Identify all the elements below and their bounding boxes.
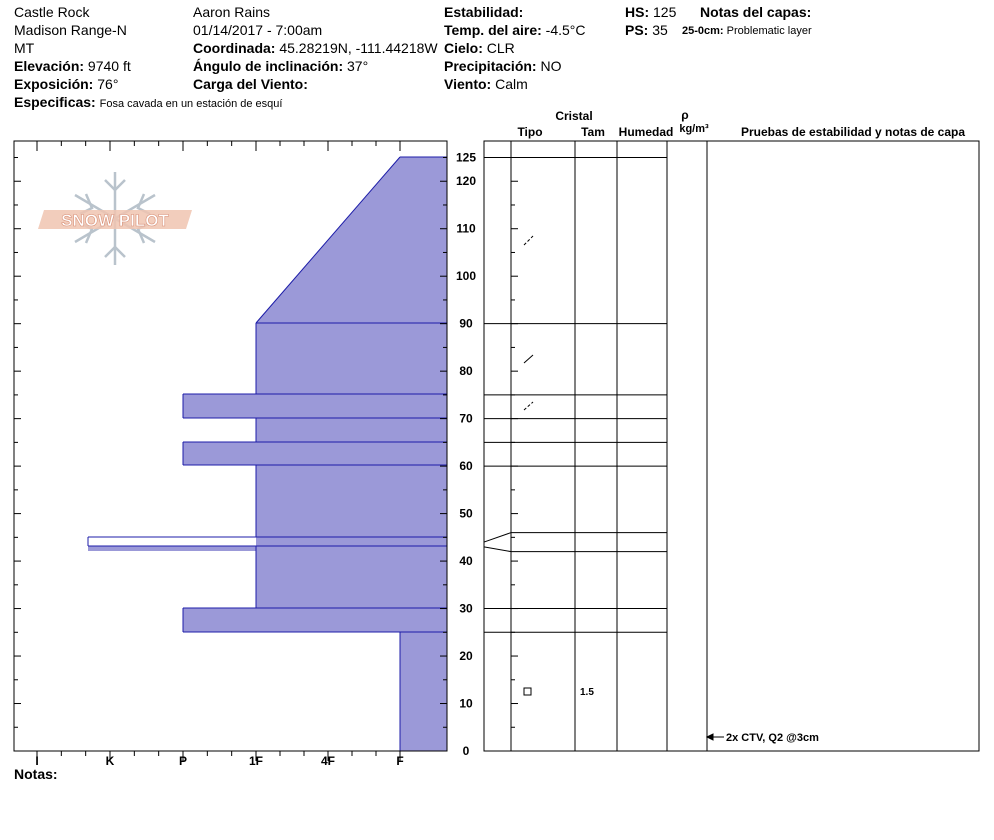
coord-value: 45.28219N, -111.44218W	[279, 40, 438, 56]
grain-size: 1.5	[580, 687, 594, 698]
depth-tick-label: 70	[459, 412, 473, 426]
location-name: Castle Rock	[14, 4, 90, 20]
air-temp-value: -4.5°C	[545, 22, 586, 38]
tam-header: Tam	[581, 125, 605, 139]
depth-ticks-left	[14, 157, 447, 752]
depth-tick-label: 90	[459, 317, 473, 331]
depth-tick-label: 20	[459, 649, 473, 663]
coordinates: Coordinada: 45.28219N, -111.44218W	[193, 39, 438, 57]
sky-label: Cielo:	[444, 40, 483, 56]
layer-note: 25-0cm: Problematic layer	[682, 22, 812, 40]
hardness-tick-label: I	[35, 754, 38, 768]
elevation-value: 9740 ft	[87, 58, 131, 74]
hardness-tick-label: 4F	[321, 754, 335, 768]
tests-header: Pruebas de estabilidad y notas de capa	[740, 125, 966, 139]
hardness-tick-label: F	[396, 754, 403, 768]
test-marker-arrow-icon	[705, 733, 724, 741]
depth-tick-label: 60	[459, 459, 473, 473]
hs-label: HS:	[625, 4, 650, 20]
snow-height: HS: 125	[625, 3, 676, 21]
specifics-label: Especificas:	[14, 94, 96, 110]
mountain-range: Madison Range-N	[14, 22, 127, 38]
wind-label: Viento:	[444, 76, 492, 92]
observer: Aaron Rains	[193, 4, 271, 20]
elevation: Elevación: 9740 ft	[14, 57, 131, 75]
state: MT	[14, 40, 35, 56]
slope-angle: Ángulo de inclinación: 37°	[193, 57, 368, 75]
logo-text: SNOW PILOT	[61, 211, 169, 230]
ps-value: 35	[652, 22, 668, 38]
hs-value: 125	[653, 4, 677, 20]
stability-label: Estabilidad:	[444, 4, 524, 20]
density-unit: kg/m³	[679, 123, 709, 135]
depth-tick-label: 0	[463, 744, 470, 758]
sky: Cielo: CLR	[444, 39, 515, 57]
tipo-header: Tipo	[517, 125, 543, 139]
decomposing-crystal-icon	[523, 401, 534, 411]
precip-value: NO	[540, 58, 562, 74]
coord-label: Coordinada:	[193, 40, 276, 56]
precip-label: Precipitación:	[444, 58, 537, 74]
hardness-tick-label: K	[106, 754, 115, 768]
wind: Viento: Calm	[444, 75, 528, 93]
humedad-header: Humedad	[618, 125, 674, 139]
aspect-label: Exposición:	[14, 76, 94, 92]
depth-tick-label: 120	[456, 174, 476, 188]
air-temp-label: Temp. del aire:	[444, 22, 542, 38]
depth-tick-label: 100	[456, 269, 476, 283]
layer-boundary	[483, 532, 667, 543]
datetime: 01/14/2017 - 7:00am	[193, 22, 323, 38]
snowpilot-logo: SNOW PILOT	[38, 172, 192, 265]
density-header: ρ	[681, 108, 689, 122]
cristal-header: Cristal	[555, 109, 593, 123]
wind-load: Carga del Viento:	[193, 75, 308, 93]
wind-value: Calm	[495, 76, 528, 92]
hardness-profile-fill	[88, 157, 447, 751]
depth-tick-label: 40	[459, 554, 473, 568]
specifics-value: Fosa cavada en un estación de esquí	[99, 98, 283, 110]
hardness-profile-edges	[87, 156, 447, 751]
sky-value: CLR	[486, 40, 515, 56]
aspect-value: 76°	[97, 76, 119, 92]
decomposing-crystal-icon	[523, 235, 534, 246]
slope-value: 37°	[347, 58, 369, 74]
depth-tick-label: 30	[459, 602, 473, 616]
layer-note-text: Problematic layer	[726, 25, 812, 37]
depth-tick-label: 110	[456, 222, 476, 236]
depth-ticks-right	[511, 157, 518, 752]
depth-tick-label: 80	[459, 364, 473, 378]
layer-table	[483, 140, 980, 752]
depth-tick-label: 10	[459, 697, 473, 711]
hardness-ticks	[36, 141, 401, 761]
hardness-plot-frame	[13, 140, 448, 752]
elevation-label: Elevación:	[14, 58, 85, 74]
hardness-tick-label: P	[179, 754, 187, 768]
precipitation: Precipitación: NO	[444, 57, 561, 75]
stability-test-result: 2x CTV, Q2 @3cm	[726, 732, 819, 744]
notes-label: Notas:	[14, 766, 58, 782]
layer-boundary	[483, 546, 667, 553]
stability: Estabilidad:	[444, 3, 523, 21]
aspect: Exposición: 76°	[14, 75, 118, 93]
wind-load-label: Carga del Viento:	[193, 76, 308, 92]
layer-boundaries	[483, 157, 667, 633]
layer-notes-label: Notas del capas:	[700, 4, 812, 20]
pit-depth: PS: 35	[625, 21, 668, 39]
depth-tick-labels: 0 10 20 30 40 50 60 70 80 90 100 110 120 125	[456, 151, 476, 759]
hardness-tick-labels: I K P 1F 4F F	[35, 754, 403, 768]
crystal-symbols	[523, 235, 534, 696]
specifics: Especificas: Fosa cavada en un estación …	[14, 93, 282, 113]
air-temp: Temp. del aire: -4.5°C	[444, 21, 586, 39]
faceted-crystal-icon	[523, 687, 532, 696]
depth-tick-label: 50	[459, 507, 473, 521]
decomposing-crystal-icon	[523, 354, 534, 364]
depth-tick-label: 125	[456, 151, 476, 165]
ps-label: PS:	[625, 22, 649, 38]
layer-note-range: 25-0cm:	[682, 25, 724, 37]
slope-label: Ángulo de inclinación:	[193, 58, 344, 74]
hardness-tick-label: 1F	[249, 754, 263, 768]
